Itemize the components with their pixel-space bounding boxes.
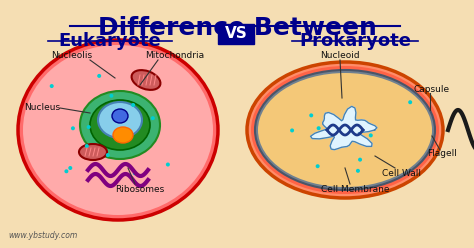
Text: Cell Wall: Cell Wall [383, 168, 421, 178]
Ellipse shape [50, 84, 54, 88]
Ellipse shape [71, 126, 75, 130]
Ellipse shape [317, 126, 320, 130]
Text: Difference Between: Difference Between [98, 16, 376, 40]
Text: Prokaryote: Prokaryote [299, 32, 411, 50]
Ellipse shape [85, 144, 89, 148]
Ellipse shape [151, 116, 155, 120]
Text: Nucleolis: Nucleolis [52, 52, 92, 61]
Text: Nucleus: Nucleus [24, 103, 60, 113]
Ellipse shape [18, 40, 218, 220]
Ellipse shape [408, 100, 412, 104]
Ellipse shape [247, 62, 443, 198]
Ellipse shape [97, 74, 101, 78]
Ellipse shape [255, 70, 435, 190]
Ellipse shape [258, 73, 432, 187]
Text: Flagell: Flagell [427, 149, 457, 157]
Ellipse shape [90, 100, 150, 150]
Ellipse shape [68, 166, 72, 170]
Ellipse shape [106, 153, 110, 157]
Ellipse shape [64, 169, 68, 173]
Text: Mitochondria: Mitochondria [146, 52, 205, 61]
Text: www.ybstudy.com: www.ybstudy.com [8, 231, 77, 240]
Ellipse shape [251, 66, 439, 194]
Ellipse shape [113, 127, 133, 143]
Text: VS: VS [225, 27, 247, 41]
Text: Cell Membrane: Cell Membrane [321, 186, 389, 194]
Ellipse shape [87, 125, 91, 129]
Ellipse shape [79, 144, 107, 160]
Ellipse shape [133, 171, 137, 175]
Polygon shape [310, 106, 377, 150]
Ellipse shape [358, 158, 362, 162]
Ellipse shape [23, 45, 213, 215]
Text: Ribosomes: Ribosomes [115, 186, 164, 194]
FancyBboxPatch shape [218, 24, 254, 44]
Ellipse shape [309, 113, 313, 117]
Ellipse shape [316, 164, 319, 168]
Ellipse shape [131, 103, 135, 107]
Ellipse shape [166, 162, 170, 166]
Ellipse shape [132, 70, 160, 90]
Ellipse shape [369, 133, 373, 137]
Ellipse shape [98, 102, 142, 138]
Ellipse shape [80, 91, 160, 159]
Ellipse shape [112, 109, 128, 123]
Ellipse shape [290, 128, 294, 132]
Text: Nucleoid: Nucleoid [320, 52, 360, 61]
Text: Eukaryote: Eukaryote [59, 32, 161, 50]
Text: Capsule: Capsule [414, 86, 450, 94]
Ellipse shape [109, 94, 113, 98]
Ellipse shape [356, 169, 360, 173]
